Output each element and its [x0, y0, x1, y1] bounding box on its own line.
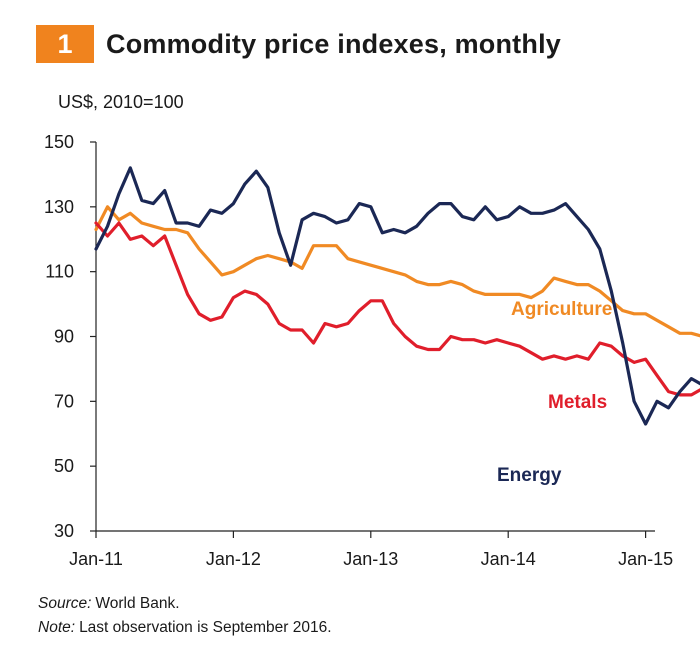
y-tick-label: 50 [54, 456, 74, 476]
footnote: Note: Last observation is September 2016. [38, 616, 332, 640]
source-text: World Bank. [95, 595, 180, 612]
series-label-agriculture: Agriculture [511, 299, 612, 320]
series-line-metals [94, 221, 700, 397]
y-axis-unit-label: US$, 2010=100 [58, 92, 184, 112]
note-text: Last observation is September 2016. [79, 619, 332, 636]
chart-title: Commodity price indexes, monthly [106, 28, 561, 59]
x-tick-label: Jan-11 [69, 549, 123, 569]
chart-header: 1 Commodity price indexes, monthly [36, 24, 561, 64]
line-chart: 30 50 70 90 110 130 150 Jan-11 Jan-12 Jan-13 Jan-1… [44, 132, 700, 569]
series-label-metals: Metals [548, 392, 607, 413]
x-tick-label: Jan-14 [481, 549, 536, 569]
x-tick-label: Jan-13 [343, 549, 398, 569]
x-tick-label: Jan-15 [618, 549, 673, 569]
series-label-energy: Energy [497, 465, 562, 486]
y-tick-label: 90 [54, 327, 74, 347]
source-note: Source: World Bank. [38, 592, 332, 616]
x-tick-label: Jan-12 [206, 549, 261, 569]
y-tick-label: 30 [54, 521, 74, 541]
y-tick-label: 150 [44, 132, 74, 152]
series-line-energy [94, 166, 700, 426]
chart-notes: Source: World Bank. Note: Last observation… [38, 592, 332, 640]
y-tick-label: 70 [54, 391, 74, 411]
y-tick-label: 110 [45, 262, 74, 282]
note-label: Note: [38, 619, 76, 636]
source-label: Source: [38, 595, 92, 612]
series-line-agriculture [94, 205, 700, 338]
y-tick-label: 130 [44, 197, 74, 217]
figure-number-badge: 1 [36, 25, 94, 63]
